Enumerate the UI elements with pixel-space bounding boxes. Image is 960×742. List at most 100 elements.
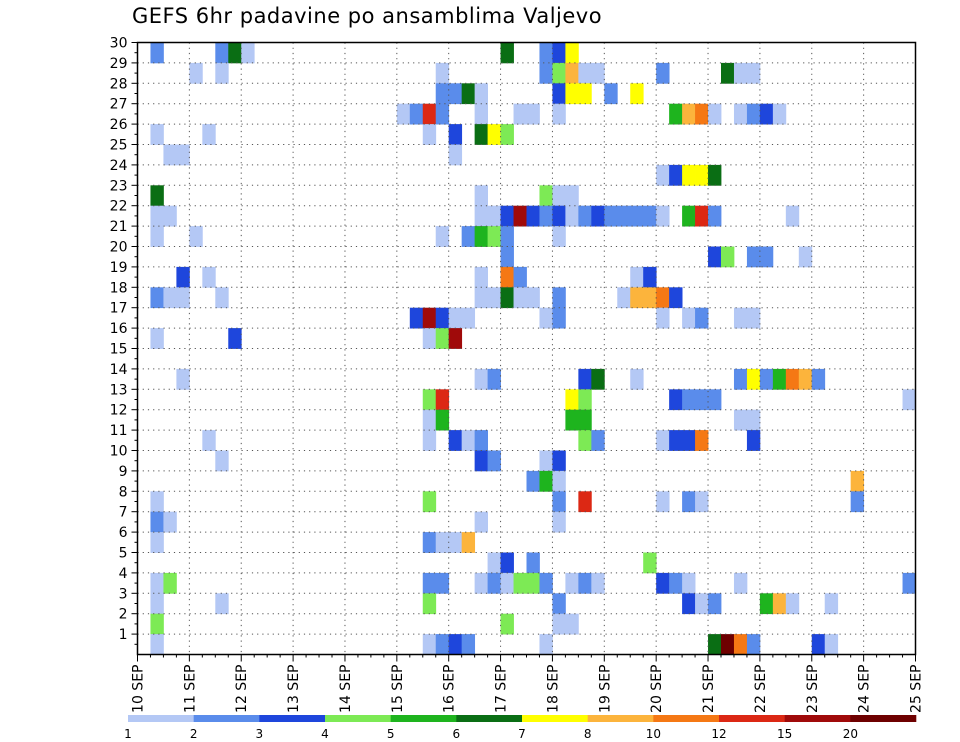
heatmap-cell <box>824 634 839 655</box>
heatmap-cell <box>539 307 553 329</box>
heatmap-cell <box>669 164 683 186</box>
x-tick-label: 18 SEP <box>545 665 561 713</box>
heatmap-cell <box>422 307 437 329</box>
y-tick-label: 26 <box>110 117 128 133</box>
colorbar-label: 8 <box>584 727 592 741</box>
heatmap-cell <box>422 430 437 451</box>
heatmap-cell <box>487 450 501 472</box>
heatmap-cell <box>552 613 566 635</box>
heatmap-cell <box>422 532 437 553</box>
y-tick-label: 12 <box>110 403 128 419</box>
heatmap-cell <box>474 103 488 125</box>
heatmap-cell <box>746 307 761 329</box>
heatmap-cell <box>435 62 450 84</box>
colorbar-label: 12 <box>711 727 726 741</box>
heatmap-cell <box>150 532 164 553</box>
heatmap-cell <box>500 42 514 64</box>
y-tick-label: 27 <box>110 97 128 113</box>
heatmap-cell <box>552 42 566 64</box>
heatmap-cell <box>435 103 450 125</box>
y-tick-label: 20 <box>110 240 128 256</box>
heatmap-cell <box>565 409 579 431</box>
heatmap-cell <box>682 593 696 615</box>
colorbar-swatch <box>784 715 851 722</box>
heatmap-cell <box>202 266 216 288</box>
heatmap-cell <box>669 430 683 451</box>
heatmap-cell <box>150 328 164 349</box>
colorbar-label: 6 <box>453 727 461 741</box>
x-tick-label: 13 SEP <box>286 665 302 713</box>
y-tick-label: 15 <box>110 342 128 358</box>
heatmap-cell <box>733 62 748 84</box>
heatmap-cell <box>150 634 164 655</box>
heatmap-cell <box>215 450 229 472</box>
heatmap-cell <box>474 205 488 227</box>
colorbar-swatch <box>587 715 654 722</box>
heatmap-cell <box>150 572 164 594</box>
colorbar-label: 20 <box>843 727 858 741</box>
heatmap-cell <box>474 430 488 451</box>
colorbar-label: 3 <box>256 727 264 741</box>
heatmap-cell <box>150 613 164 635</box>
heatmap-cell <box>448 144 463 166</box>
heatmap-cell <box>772 593 787 615</box>
heatmap-cell <box>695 491 709 513</box>
heatmap-cell <box>448 328 463 349</box>
heatmap-cell <box>746 103 761 125</box>
heatmap-cell <box>772 368 787 390</box>
heatmap-cell <box>163 144 177 166</box>
heatmap-cell <box>759 103 774 125</box>
heatmap-cell <box>721 246 735 268</box>
heatmap-cell <box>500 552 514 574</box>
heatmap-cell <box>811 634 826 655</box>
heatmap-cell <box>474 572 488 594</box>
heatmap-cell <box>669 572 683 594</box>
heatmap-cell <box>150 593 164 615</box>
heatmap-cell <box>215 287 229 309</box>
heatmap-cell <box>695 205 709 227</box>
heatmap-cell <box>656 307 670 329</box>
heatmap-cell <box>422 572 437 594</box>
heatmap-cell <box>617 287 631 309</box>
heatmap-cell <box>552 205 566 227</box>
heatmap-cell <box>695 430 709 451</box>
heatmap-cell <box>656 287 670 309</box>
colorbar-swatch <box>390 715 457 722</box>
colorbar-swatch <box>653 715 720 722</box>
y-tick-label: 25 <box>110 138 128 154</box>
heatmap-cell <box>630 266 644 288</box>
heatmap-cell <box>604 83 618 105</box>
colorbar-swatch <box>850 715 917 722</box>
heatmap-cell <box>850 491 865 513</box>
heatmap-cell <box>669 287 683 309</box>
heatmap-cell <box>500 124 514 145</box>
heatmap-cell <box>422 124 437 145</box>
heatmap-cell <box>565 572 579 594</box>
heatmap-cell <box>474 287 488 309</box>
heatmap-cell <box>461 226 476 247</box>
heatmap-cell <box>591 205 605 227</box>
heatmap-cell <box>163 511 177 533</box>
heatmap-cell <box>591 572 605 594</box>
heatmap-cell <box>733 634 748 655</box>
heatmap-cell <box>643 287 657 309</box>
y-tick-label: 1 <box>119 627 128 643</box>
y-tick-label: 29 <box>110 56 128 72</box>
heatmap-cell <box>435 83 450 105</box>
heatmap-cell <box>565 205 579 227</box>
x-tick-label: 11 SEP <box>182 665 198 713</box>
heatmap-cell <box>526 287 540 309</box>
heatmap-cell <box>772 103 787 125</box>
heatmap-cell <box>435 532 450 553</box>
heatmap-cell <box>500 572 514 594</box>
x-tick-label: 14 SEP <box>338 665 354 713</box>
heatmap-cell <box>578 368 592 390</box>
heatmap-cell <box>695 593 709 615</box>
colorbar-label: 7 <box>518 727 526 741</box>
heatmap-cell <box>500 246 514 268</box>
heatmap-cell <box>552 511 566 533</box>
heatmap-cell <box>565 613 579 635</box>
heatmap-cell <box>176 287 190 309</box>
heatmap-cell <box>656 205 670 227</box>
heatmap-cell <box>643 552 657 574</box>
